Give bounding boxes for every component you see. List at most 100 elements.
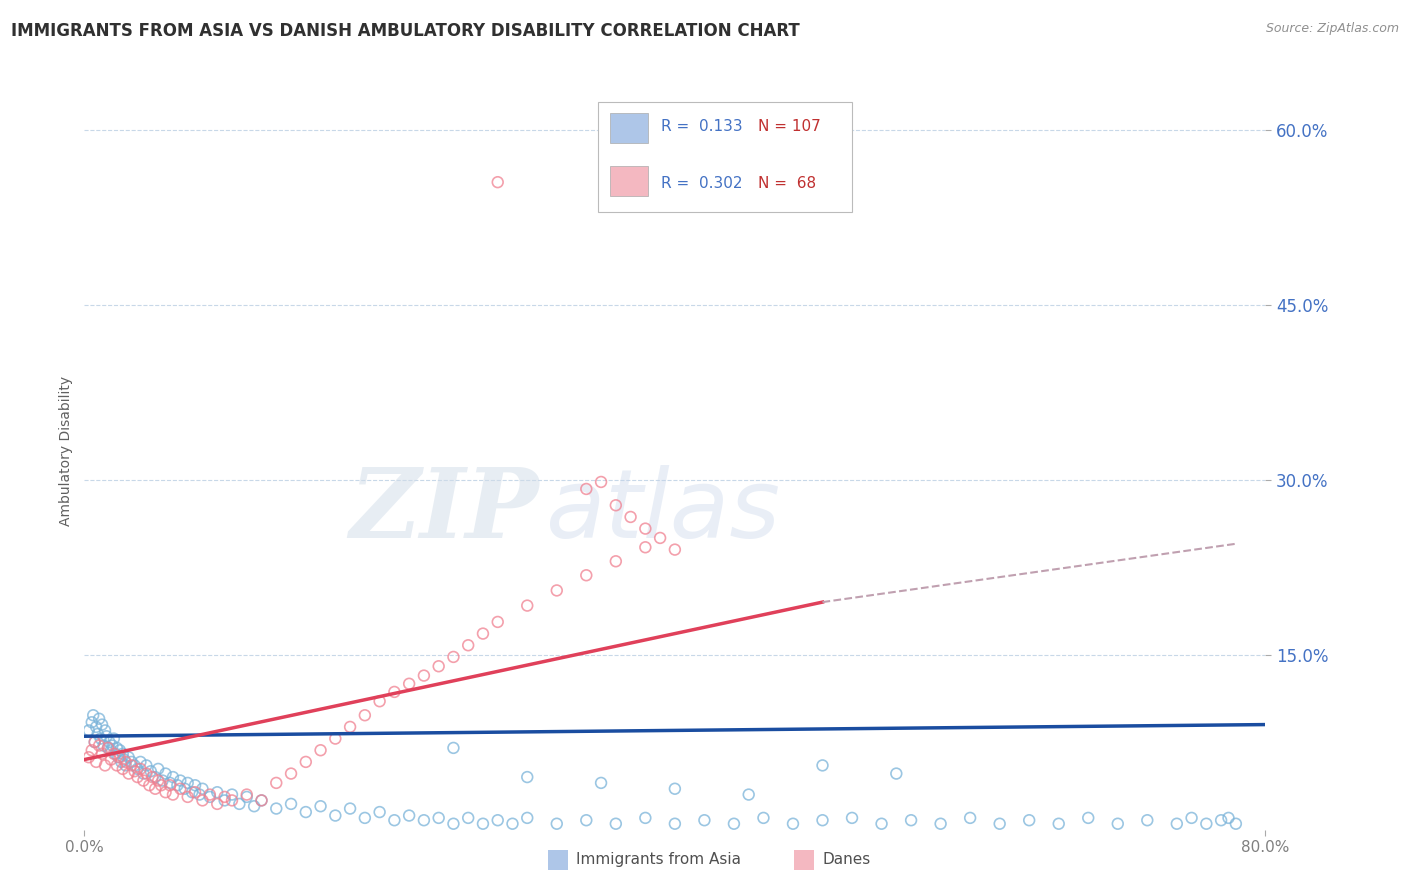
Point bbox=[1211, 814, 1233, 828]
Point bbox=[427, 811, 450, 825]
Point bbox=[427, 659, 450, 673]
Point bbox=[325, 808, 347, 822]
Point bbox=[139, 764, 162, 779]
Point bbox=[516, 770, 538, 784]
Point bbox=[243, 799, 266, 814]
Point bbox=[135, 758, 157, 772]
Point bbox=[173, 781, 195, 796]
Point bbox=[1195, 816, 1218, 830]
Point bbox=[103, 747, 125, 761]
Point bbox=[207, 797, 229, 811]
Point bbox=[325, 731, 347, 746]
Point bbox=[472, 816, 495, 830]
Point bbox=[413, 814, 436, 828]
Point bbox=[118, 766, 141, 780]
Point bbox=[929, 816, 952, 830]
Point bbox=[546, 816, 568, 830]
Point bbox=[97, 740, 120, 755]
Text: Source: ZipAtlas.com: Source: ZipAtlas.com bbox=[1265, 22, 1399, 36]
Point bbox=[162, 788, 184, 802]
Point bbox=[1225, 816, 1247, 830]
Point bbox=[501, 816, 523, 830]
Point bbox=[280, 797, 302, 811]
Point bbox=[162, 770, 184, 784]
Point bbox=[84, 720, 107, 734]
Point bbox=[96, 729, 118, 743]
Point bbox=[94, 723, 117, 738]
Point bbox=[280, 766, 302, 780]
Point bbox=[100, 743, 122, 757]
Point bbox=[811, 758, 834, 772]
Point bbox=[169, 781, 191, 796]
Point bbox=[354, 708, 377, 723]
Point bbox=[105, 758, 128, 772]
Point bbox=[87, 739, 111, 753]
Point bbox=[575, 568, 598, 582]
Point bbox=[124, 764, 146, 779]
Text: R =  0.133: R = 0.133 bbox=[661, 120, 742, 134]
Point bbox=[634, 811, 657, 825]
Point bbox=[443, 740, 465, 755]
Point bbox=[516, 599, 538, 613]
Point bbox=[132, 773, 155, 788]
Text: Immigrants from Asia: Immigrants from Asia bbox=[576, 853, 741, 867]
Point bbox=[188, 788, 211, 802]
Point bbox=[159, 776, 181, 790]
Point bbox=[148, 762, 170, 776]
Point bbox=[250, 793, 273, 807]
Point bbox=[591, 475, 613, 489]
Point bbox=[664, 542, 686, 557]
Point bbox=[266, 776, 288, 790]
Point bbox=[80, 743, 103, 757]
Point bbox=[959, 811, 981, 825]
Point bbox=[80, 715, 103, 730]
Point bbox=[104, 747, 127, 761]
Point bbox=[191, 781, 214, 796]
Point bbox=[83, 735, 105, 749]
FancyBboxPatch shape bbox=[610, 166, 648, 196]
Text: N =  68: N = 68 bbox=[758, 176, 815, 191]
Point bbox=[886, 766, 908, 780]
Point bbox=[472, 626, 495, 640]
Point bbox=[152, 773, 174, 788]
Point bbox=[138, 778, 160, 792]
Point bbox=[443, 649, 465, 664]
Point bbox=[86, 727, 108, 741]
Point bbox=[169, 773, 191, 788]
Point bbox=[591, 776, 613, 790]
Point bbox=[143, 781, 166, 796]
Point bbox=[129, 762, 152, 776]
Point bbox=[111, 762, 134, 776]
Point bbox=[457, 638, 479, 652]
Point bbox=[486, 615, 509, 629]
Point bbox=[309, 799, 332, 814]
Text: atlas: atlas bbox=[546, 465, 780, 558]
Point bbox=[398, 677, 420, 691]
Point bbox=[91, 747, 114, 761]
Point bbox=[1166, 816, 1188, 830]
Point bbox=[155, 766, 177, 780]
Point bbox=[634, 541, 657, 555]
FancyBboxPatch shape bbox=[598, 102, 852, 211]
Point bbox=[108, 750, 131, 764]
Point bbox=[127, 762, 149, 776]
Point bbox=[693, 814, 716, 828]
FancyBboxPatch shape bbox=[610, 113, 648, 144]
Point bbox=[575, 814, 598, 828]
Point bbox=[101, 739, 124, 753]
Text: IMMIGRANTS FROM ASIA VS DANISH AMBULATORY DISABILITY CORRELATION CHART: IMMIGRANTS FROM ASIA VS DANISH AMBULATOR… bbox=[11, 22, 800, 40]
Point bbox=[155, 785, 177, 799]
Point bbox=[177, 789, 200, 804]
Point bbox=[141, 770, 163, 784]
Point bbox=[97, 740, 120, 755]
Point bbox=[266, 801, 288, 815]
Point bbox=[443, 816, 465, 830]
Point bbox=[124, 758, 146, 772]
Point bbox=[121, 755, 143, 769]
Point bbox=[228, 797, 250, 811]
Point bbox=[236, 788, 259, 802]
Point bbox=[110, 755, 132, 769]
Point bbox=[214, 789, 236, 804]
Point bbox=[546, 583, 568, 598]
Point bbox=[1218, 811, 1240, 825]
